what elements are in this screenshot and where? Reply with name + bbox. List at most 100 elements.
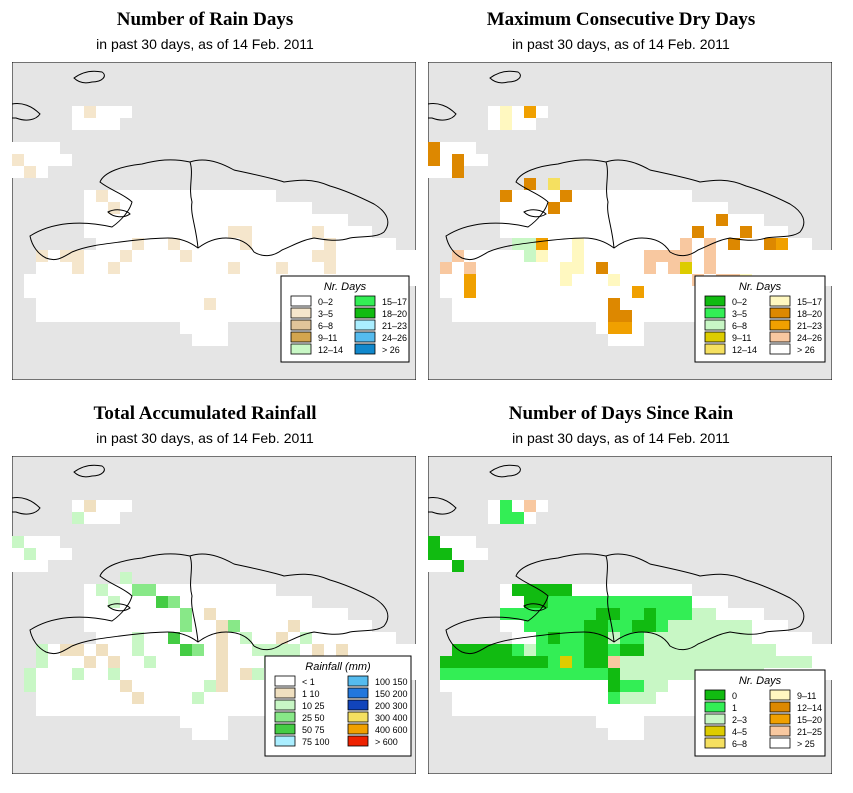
grid-cell: [276, 632, 288, 644]
grid-cell: [644, 608, 656, 620]
grid-cell: [584, 632, 596, 644]
legend-swatch: [769, 737, 791, 749]
grid-cell: [84, 106, 96, 118]
grid-cell: [656, 644, 668, 656]
legend-label: 4–5: [732, 727, 747, 737]
land-cell: [192, 728, 228, 740]
gonave-coastline: [107, 209, 131, 218]
map-rain-days: Nr. Days 0–2 3–5 6–8 9–11 12–14 15–17 18–20 21–2…: [12, 62, 416, 380]
grid-cell: [440, 262, 452, 274]
grid-cell: [324, 250, 336, 262]
legend-label: 400 600: [375, 725, 408, 735]
grid-cell: [680, 596, 692, 608]
national-border: [189, 161, 199, 249]
legend-label: 24–26: [382, 333, 407, 343]
grid-cell: [108, 262, 120, 274]
grid-cell: [620, 680, 632, 692]
grid-cell: [728, 620, 740, 632]
coastlines: [428, 464, 805, 655]
legend-swatch: [290, 343, 312, 355]
legend-label: 9–11: [797, 691, 816, 701]
legend: Nr. Days 0–2 3–5 6–8 9–11 12–14 15–17 18–20 21–2…: [694, 275, 826, 363]
grid-cell: [632, 632, 644, 644]
grid-cell: [536, 596, 548, 608]
legend-swatch: [290, 319, 312, 331]
legend-swatch: [274, 699, 296, 711]
grid-cell: [620, 620, 632, 632]
grid-cell: [548, 178, 560, 190]
grid-cell: [728, 644, 740, 656]
grid-cell: [132, 644, 144, 656]
legend-swatch: [704, 343, 726, 355]
legend-swatch: [704, 737, 726, 749]
grid-cell: [144, 584, 156, 596]
grid-cell: [608, 668, 620, 680]
grid-cell: [500, 668, 512, 680]
legend-label: > 600: [375, 737, 398, 747]
national-border: [605, 555, 615, 643]
legend-label: < 1: [302, 677, 315, 687]
legend-label: 1: [732, 703, 737, 713]
land-cell: [608, 728, 644, 740]
grid-cell: [324, 238, 336, 250]
grid-cell: [572, 262, 584, 274]
legend-label: > 26: [797, 345, 815, 355]
grid-cell: [512, 608, 524, 620]
grid-cell: [776, 656, 788, 668]
grid-cell: [72, 668, 84, 680]
grid-cell: [656, 608, 668, 620]
grid-cell: [716, 214, 728, 226]
legend-swatch: [354, 319, 376, 331]
grid-cell: [524, 500, 536, 512]
grid-cell: [452, 668, 464, 680]
grid-cell: [536, 632, 548, 644]
legend-title: Nr. Days: [324, 281, 367, 293]
panel-title: Number of Days Since Rain: [508, 403, 734, 424]
grid-cell: [596, 632, 608, 644]
legend-swatch: [274, 735, 296, 747]
legend-swatch: [769, 307, 791, 319]
land-cell: [84, 214, 348, 226]
gonave-coastline: [523, 603, 547, 612]
panel-subtitle: in past 30 days, as of 14 Feb. 2011: [96, 430, 314, 446]
grid-cell: [584, 644, 596, 656]
grid-cell: [524, 668, 536, 680]
grid-cell: [84, 656, 96, 668]
grid-cell: [584, 596, 596, 608]
islet-coastline: [12, 497, 41, 515]
grid-cell: [560, 620, 572, 632]
legend-label: 25 50: [302, 713, 325, 723]
grid-cell: [596, 608, 608, 620]
grid-cell: [512, 668, 524, 680]
grid-cell: [84, 500, 96, 512]
gonave-coastline: [107, 603, 131, 612]
grid-cell: [656, 680, 668, 692]
map-dry-days: Nr. Days 0–2 3–5 6–8 9–11 12–14 15–17 18–20 21–2…: [428, 62, 832, 380]
grid-cell: [608, 620, 620, 632]
grid-cell: [500, 190, 512, 202]
land-cell: [500, 226, 788, 238]
coastlines: [12, 70, 389, 261]
grid-cell: [704, 238, 716, 250]
grid-cell: [228, 226, 240, 238]
legend-label: 21–23: [797, 321, 822, 331]
legend-label: 6–8: [732, 321, 747, 331]
grid-cell: [36, 656, 48, 668]
legend-label: 10 25: [302, 701, 325, 711]
legend-swatch: [274, 687, 296, 699]
coastlines: [428, 70, 805, 261]
grid-cell: [500, 106, 512, 118]
grid-cell: [24, 668, 36, 680]
grid-cell: [312, 250, 324, 262]
grid-cell: [632, 644, 644, 656]
grid-cell: [548, 656, 560, 668]
grid-cell: [500, 512, 512, 524]
legend-title: Nr. Days: [739, 675, 782, 687]
legend-title: Nr. Days: [739, 281, 782, 293]
grid-cell: [312, 226, 324, 238]
land-cell: [12, 548, 72, 560]
grid-cell: [120, 250, 132, 262]
grid-cell: [560, 656, 572, 668]
grid-cell: [644, 596, 656, 608]
grid-cell: [632, 286, 644, 298]
